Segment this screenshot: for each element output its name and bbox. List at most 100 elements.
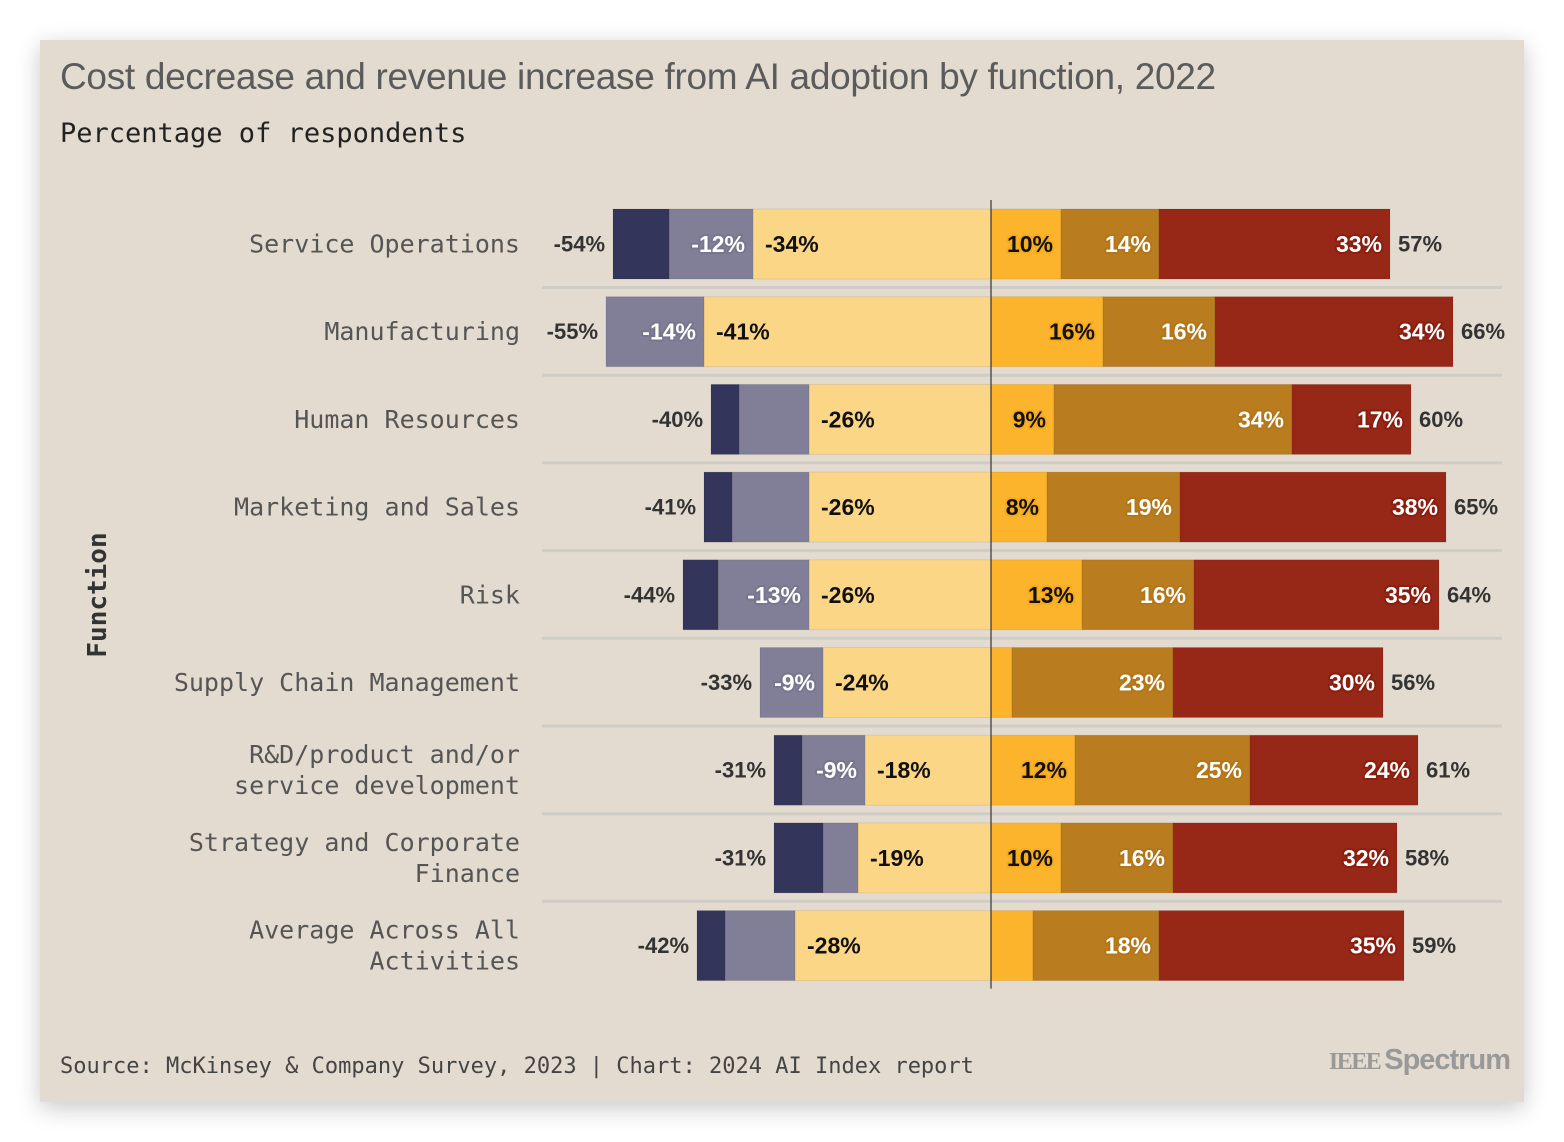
bar-segment-negative xyxy=(808,383,992,455)
bar-segment-positive xyxy=(1172,647,1384,718)
bar-segment-positive xyxy=(1214,296,1454,368)
bar-segment-positive xyxy=(990,559,1083,631)
bar-value-label: 33% xyxy=(1336,231,1382,257)
bar-segment-positive xyxy=(1011,647,1174,718)
bar-value-label: 38% xyxy=(1392,494,1438,520)
bar-segment-positive xyxy=(1291,383,1412,455)
bar-segment-positive xyxy=(990,208,1062,280)
bar-segment-negative xyxy=(703,471,733,543)
category-label: Activities xyxy=(369,947,520,976)
category-label: Human Resources xyxy=(294,405,520,434)
bar-value-label: -19% xyxy=(870,845,924,871)
negative-total-label: -40% xyxy=(652,407,703,432)
category-label: Risk xyxy=(460,580,520,609)
bar-segment-negative xyxy=(808,471,992,543)
category-label: Manufacturing xyxy=(324,317,520,346)
negative-total-label: -42% xyxy=(638,933,689,958)
bar-value-label: -34% xyxy=(765,231,819,257)
bar-segment-negative xyxy=(857,822,992,894)
source-note: Source: McKinsey & Company Survey, 2023 … xyxy=(60,1054,974,1079)
bar-segment-positive xyxy=(1193,559,1440,631)
bar-segment-negative xyxy=(612,208,670,280)
bar-value-label: 18% xyxy=(1105,933,1151,959)
bar-segment-positive xyxy=(1158,910,1405,982)
negative-total-label: -33% xyxy=(701,670,752,695)
bar-segment-negative xyxy=(731,471,810,543)
bar-segment-negative xyxy=(605,296,705,368)
category-label: Finance xyxy=(415,859,520,888)
positive-total-label: 57% xyxy=(1398,232,1442,257)
bar-value-label: 30% xyxy=(1329,670,1375,696)
bar-segment-negative xyxy=(822,822,859,894)
negative-total-label: -55% xyxy=(547,319,598,344)
bar-segment-negative xyxy=(717,559,810,631)
positive-total-label: 58% xyxy=(1405,845,1449,870)
bar-value-label: -9% xyxy=(816,757,857,783)
bar-value-label: 32% xyxy=(1343,845,1389,871)
bar-segment-negative xyxy=(794,910,992,982)
bar-value-label: -12% xyxy=(691,231,745,257)
bar-segment-positive xyxy=(1060,822,1174,894)
bar-value-label: -18% xyxy=(877,757,931,783)
positive-total-label: 60% xyxy=(1419,407,1463,432)
bar-value-label: 35% xyxy=(1385,582,1431,608)
bar-value-label: 16% xyxy=(1119,845,1165,871)
category-label: Strategy and Corporate xyxy=(189,828,520,857)
ieee-spectrum-logo: IEEE Spectrum xyxy=(1328,1044,1511,1077)
bar-segment-positive xyxy=(990,910,1034,982)
bar-segment-negative xyxy=(696,910,726,982)
bar-value-label: 24% xyxy=(1364,757,1410,783)
category-label: service development xyxy=(234,771,520,800)
bar-value-label: 9% xyxy=(1013,406,1046,432)
bar-value-label: -26% xyxy=(821,406,875,432)
bar-segment-positive xyxy=(1053,383,1293,455)
category-label: Marketing and Sales xyxy=(234,493,520,522)
positive-total-label: 66% xyxy=(1461,319,1505,344)
bar-value-label: 17% xyxy=(1357,406,1403,432)
positive-total-label: 61% xyxy=(1426,758,1470,783)
bar-segment-negative xyxy=(759,647,824,718)
bar-value-label: -14% xyxy=(642,319,696,345)
bar-value-label: 23% xyxy=(1119,670,1165,696)
chart-subtitle: Percentage of respondents xyxy=(60,118,467,149)
bar-segment-negative xyxy=(808,559,992,631)
bar-segment-negative xyxy=(822,647,992,718)
positive-total-label: 56% xyxy=(1391,670,1435,695)
bar-value-label: 34% xyxy=(1238,406,1284,432)
bar-segment-positive xyxy=(1158,208,1391,280)
category-label: R&D/product and/or xyxy=(249,740,520,769)
bar-segment-positive xyxy=(1102,296,1216,368)
logo-ieee-text: IEEE xyxy=(1328,1049,1382,1075)
bar-segment-negative xyxy=(864,734,992,806)
positive-total-label: 64% xyxy=(1447,582,1491,607)
bar-value-label: 19% xyxy=(1126,494,1172,520)
bar-value-label: 12% xyxy=(1021,757,1067,783)
negative-total-label: -54% xyxy=(554,232,605,257)
negative-total-label: -31% xyxy=(715,758,766,783)
positive-total-label: 65% xyxy=(1454,495,1498,520)
category-label: Service Operations xyxy=(249,230,520,259)
bar-segment-positive xyxy=(990,822,1062,894)
bar-segment-positive xyxy=(990,296,1104,368)
bar-value-label: 10% xyxy=(1007,231,1053,257)
bar-segment-positive xyxy=(1081,559,1195,631)
bar-value-label: -41% xyxy=(716,319,770,345)
bar-value-label: -28% xyxy=(807,933,861,959)
bar-value-label: -13% xyxy=(747,582,801,608)
bar-value-label: 35% xyxy=(1350,933,1396,959)
bar-value-label: 16% xyxy=(1161,319,1207,345)
bar-value-label: 8% xyxy=(1006,494,1039,520)
logo-spectrum-text: Spectrum xyxy=(1384,1044,1511,1076)
positive-total-label: 59% xyxy=(1412,933,1456,958)
bar-segment-positive xyxy=(1060,208,1160,280)
bar-segment-positive xyxy=(990,734,1076,806)
bar-value-label: 25% xyxy=(1196,757,1242,783)
bar-segment-positive xyxy=(1179,471,1447,543)
bar-value-label: 34% xyxy=(1399,319,1445,345)
negative-total-label: -31% xyxy=(715,845,766,870)
bar-segment-positive xyxy=(1172,822,1398,894)
bar-segment-positive xyxy=(1249,734,1419,806)
bar-value-label: 16% xyxy=(1049,319,1095,345)
bar-segment-negative xyxy=(682,559,719,631)
